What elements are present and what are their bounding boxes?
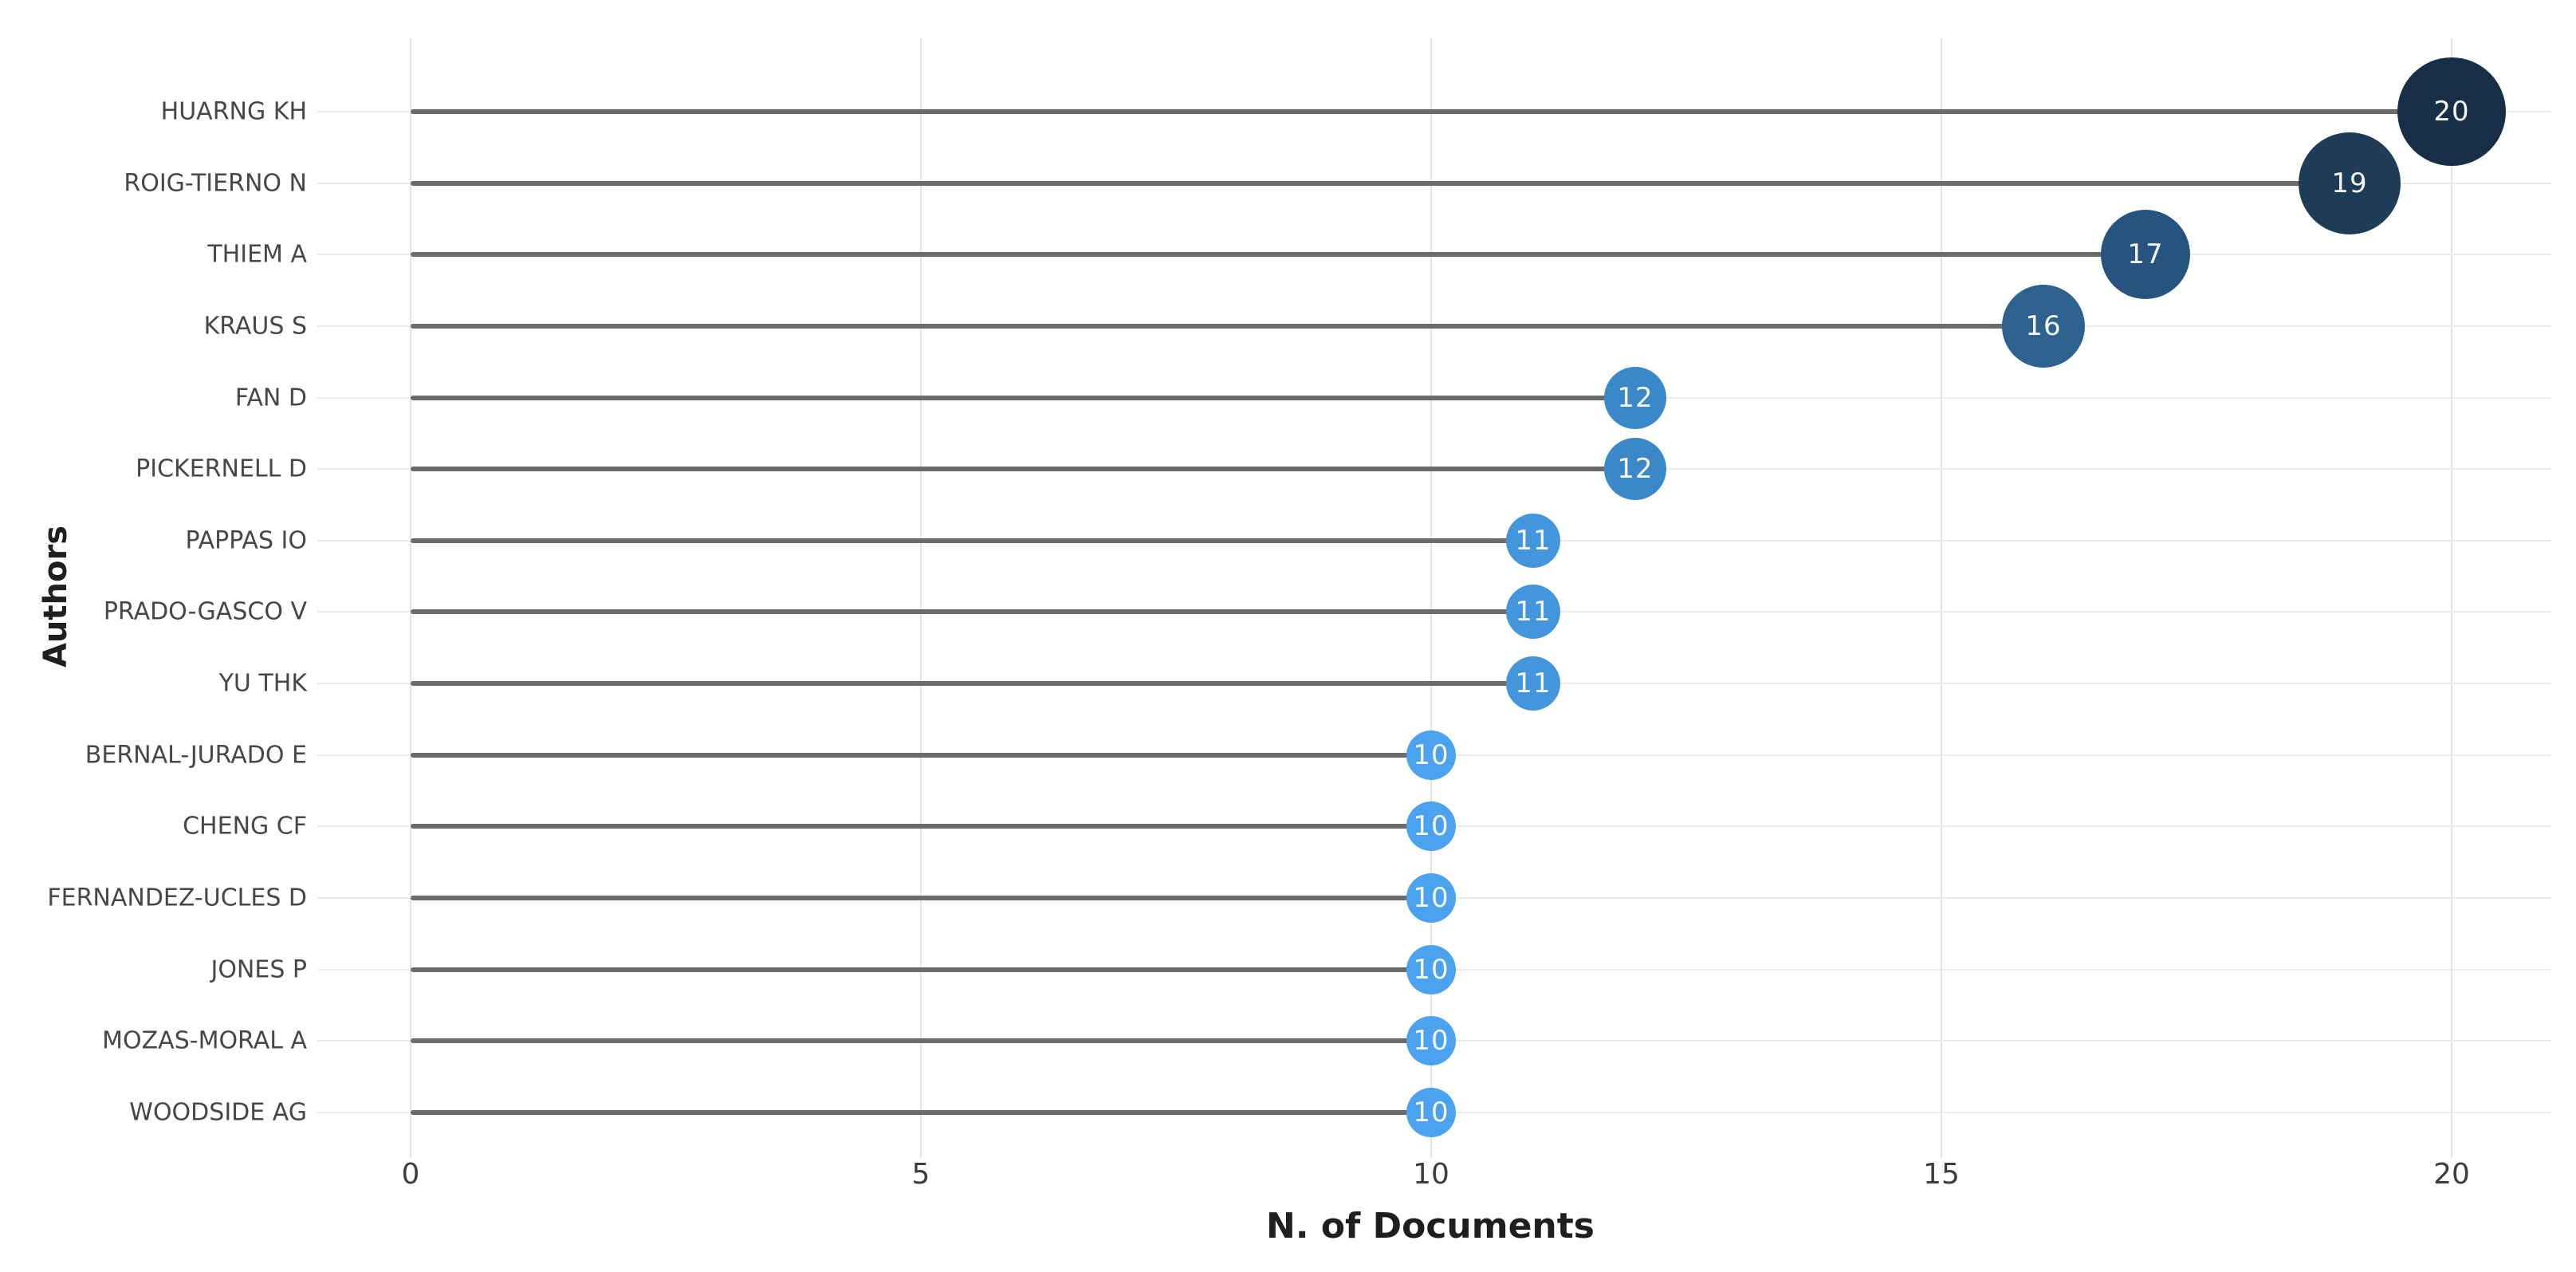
author-label: HUARNG KH xyxy=(160,97,307,126)
author-label: FAN D xyxy=(234,384,307,412)
x-gridline xyxy=(1941,38,1942,1158)
author-label: JONES P xyxy=(210,955,307,984)
lollipop-stem xyxy=(411,252,2145,258)
lollipop-stem xyxy=(411,538,1533,543)
x-gridline xyxy=(410,38,411,1158)
x-tick-label: 15 xyxy=(1923,1158,1960,1191)
y-axis-title: Authors xyxy=(37,525,74,668)
lollipop-bubble[interactable]: 19 xyxy=(2299,132,2401,234)
lollipop-stem xyxy=(411,824,1431,829)
lollipop-stem xyxy=(411,1109,1431,1115)
author-label: CHENG CF xyxy=(183,812,307,841)
lollipop-stem xyxy=(411,681,1533,687)
lollipop-stem xyxy=(411,1038,1431,1044)
lollipop-bubble[interactable]: 10 xyxy=(1406,1016,1456,1066)
author-label: ROIG-TIERNO N xyxy=(124,169,307,198)
lollipop-stem xyxy=(411,109,2452,114)
lollipop-bubble[interactable]: 11 xyxy=(1506,656,1560,711)
x-gridline xyxy=(2451,38,2452,1158)
lollipop-stem xyxy=(411,467,1635,472)
lollipop-bubble[interactable]: 10 xyxy=(1406,944,1456,994)
author-label: FERNANDEZ-UCLES D xyxy=(47,884,307,912)
lollipop-stem xyxy=(411,609,1533,615)
author-label: BERNAL-JURADO E xyxy=(85,741,307,770)
lollipop-bubble[interactable]: 17 xyxy=(2101,210,2190,300)
lollipop-stem xyxy=(411,180,2350,186)
lollipop-stem xyxy=(411,395,1635,400)
author-label: YU THK xyxy=(218,669,307,698)
lollipop-bubble[interactable]: 10 xyxy=(1406,873,1456,923)
x-gridline xyxy=(920,38,922,1158)
x-axis-title: N. of Documents xyxy=(1266,1206,1595,1246)
lollipop-bubble[interactable]: 12 xyxy=(1604,438,1666,501)
lollipop-bubble[interactable]: 12 xyxy=(1604,366,1666,429)
author-label: THIEM A xyxy=(207,240,307,269)
author-label: KRAUS S xyxy=(203,312,307,341)
author-label: PRADO-GASCO V xyxy=(103,597,307,626)
lollipop-bubble[interactable]: 16 xyxy=(2002,284,2085,368)
author-label: MOZAS-MORAL A xyxy=(102,1026,307,1055)
lollipop-bubble[interactable]: 20 xyxy=(2397,57,2506,166)
author-label: PAPPAS IO xyxy=(185,526,307,555)
author-label: PICKERNELL D xyxy=(136,455,307,483)
x-tick-label: 20 xyxy=(2433,1158,2470,1191)
lollipop-bubble[interactable]: 10 xyxy=(1406,730,1456,780)
lollipop-bubble[interactable]: 10 xyxy=(1406,801,1456,852)
lollipop-stem xyxy=(411,896,1431,901)
lollipop-bubble[interactable]: 10 xyxy=(1406,1087,1456,1137)
lollipop-bubble[interactable]: 11 xyxy=(1506,585,1560,640)
x-tick-label: 5 xyxy=(911,1158,930,1191)
lollipop-bubble[interactable]: 11 xyxy=(1506,513,1560,568)
x-tick-label: 10 xyxy=(1413,1158,1449,1191)
lollipop-stem xyxy=(411,967,1431,972)
x-tick-label: 0 xyxy=(401,1158,420,1191)
lollipop-stem xyxy=(411,323,2043,329)
x-gridline xyxy=(1430,38,1432,1158)
author-label: WOODSIDE AG xyxy=(129,1098,307,1127)
lollipop-stem xyxy=(411,752,1431,758)
